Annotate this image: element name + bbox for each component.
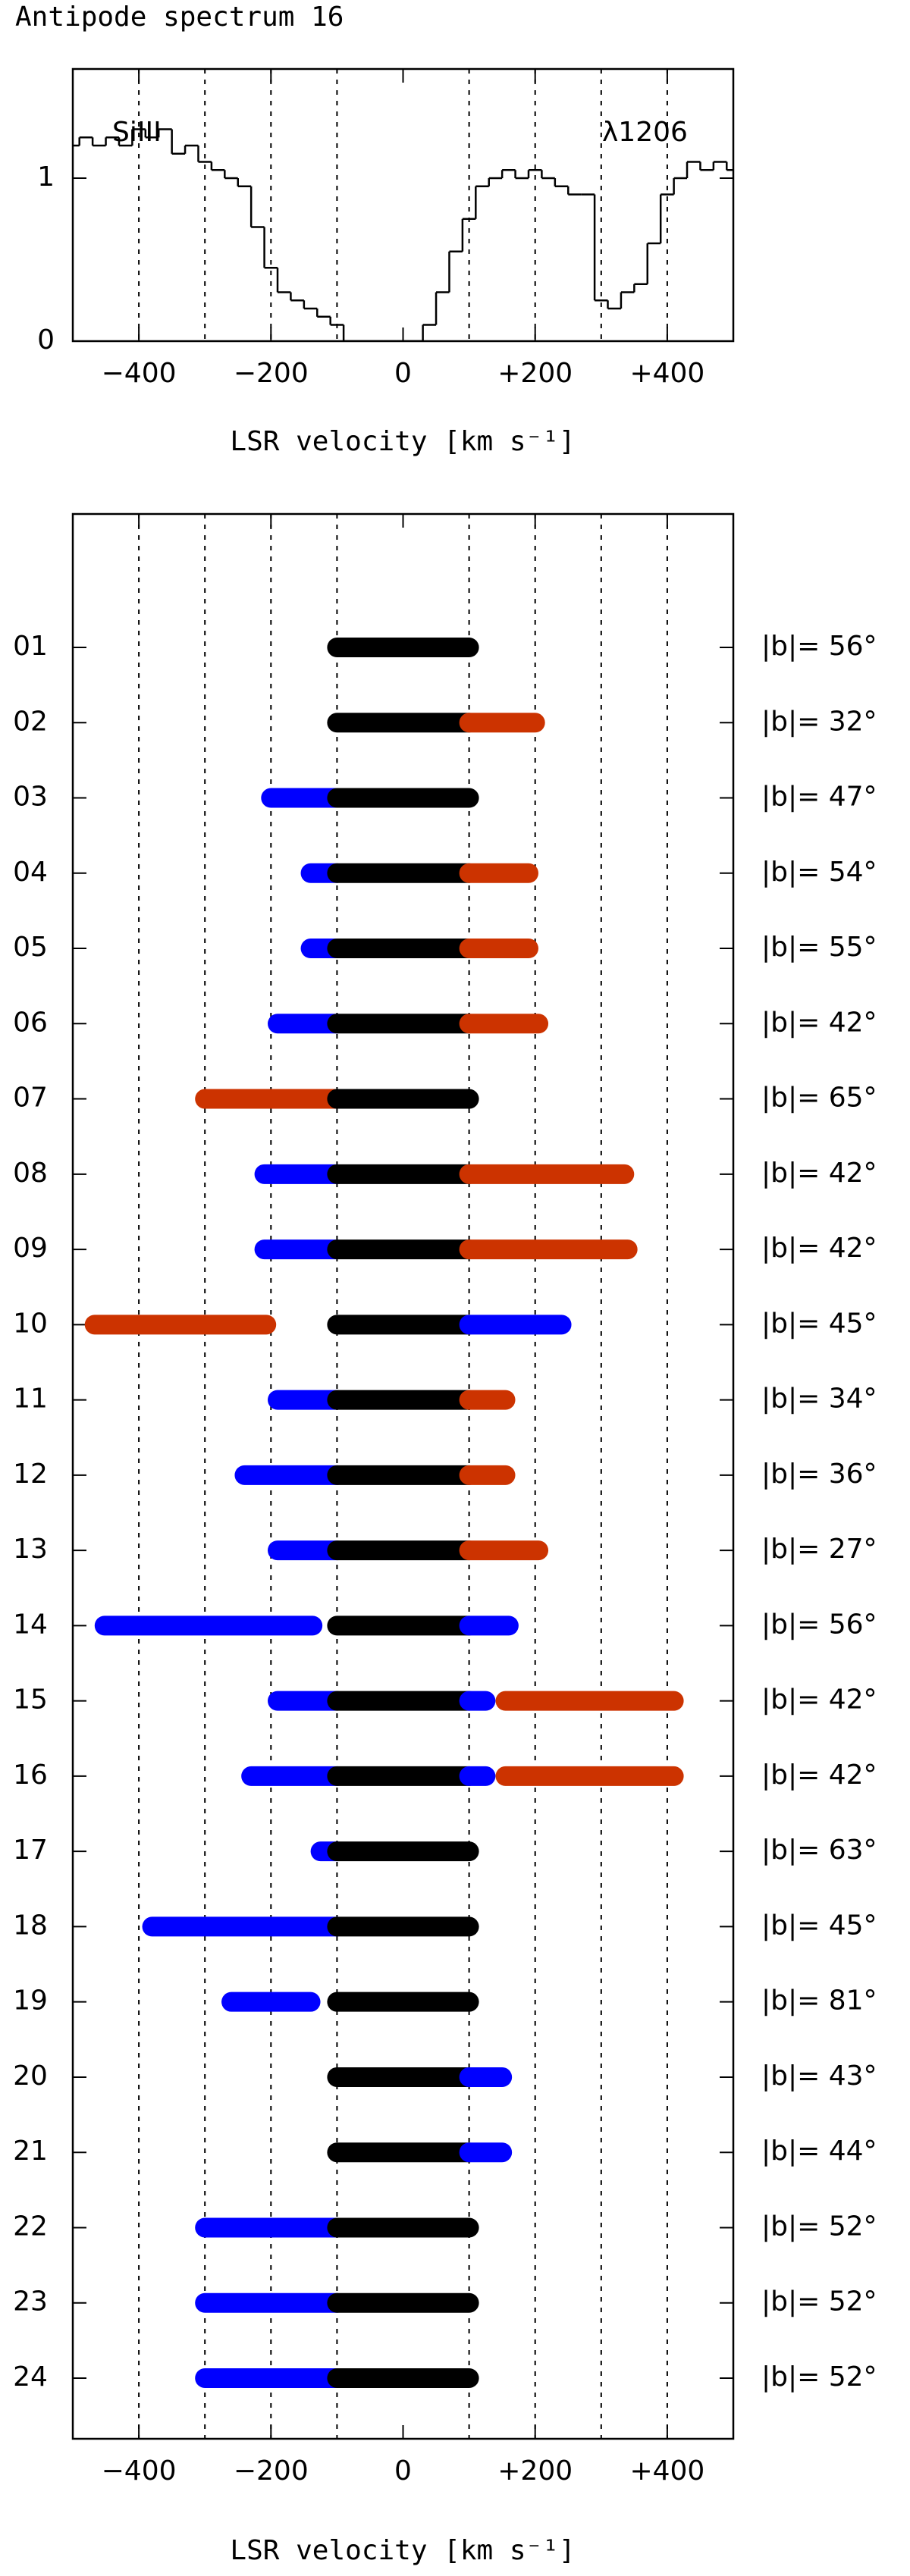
row-latitude: |b|= 52°: [761, 2211, 877, 2242]
y-tick-label: 0: [37, 324, 55, 356]
row-latitude: |b|= 54°: [761, 857, 877, 888]
x-axis-label: LSR velocity [km s⁻¹]: [230, 2535, 575, 2566]
row-latitude: |b|= 63°: [761, 1835, 877, 1866]
row-latitude: |b|= 52°: [761, 2361, 877, 2393]
row-label: 04: [13, 857, 48, 888]
x-tick-label: −200: [234, 358, 309, 389]
row-label: 21: [13, 2136, 48, 2167]
row-label: 18: [13, 1910, 48, 1941]
spectrum: [73, 128, 733, 341]
row-label: 01: [13, 631, 48, 662]
row-latitude: |b|= 43°: [761, 2060, 877, 2092]
row-latitude: |b|= 52°: [761, 2286, 877, 2317]
row-latitude: |b|= 45°: [761, 1308, 877, 1339]
row-latitude: |b|= 42°: [761, 1007, 877, 1038]
annotation: λ1206: [602, 117, 688, 148]
row-latitude: |b|= 27°: [761, 1534, 877, 1565]
row-latitude: |b|= 55°: [761, 932, 877, 963]
row-label: 15: [13, 1684, 48, 1716]
row-latitude: |b|= 81°: [761, 1985, 877, 2017]
x-tick-label: −400: [102, 2455, 177, 2487]
row-label: 14: [13, 1609, 48, 1640]
x-tick-label: −200: [234, 2455, 309, 2487]
plot-frame: [71, 67, 735, 343]
row-label: 08: [13, 1158, 48, 1189]
row-latitude: |b|= 42°: [761, 1158, 877, 1189]
row-label: 10: [13, 1308, 48, 1339]
row-latitude: |b|= 42°: [761, 1684, 877, 1716]
row-label: 11: [13, 1384, 48, 1415]
row-label: 24: [13, 2361, 48, 2393]
row-label: 07: [13, 1083, 48, 1114]
x-axis-label: LSR velocity [km s⁻¹]: [230, 426, 575, 457]
row-label: 20: [13, 2060, 48, 2092]
x-tick-label: 0: [394, 358, 412, 389]
row-latitude: |b|= 45°: [761, 1910, 877, 1941]
row-label: 12: [13, 1459, 48, 1490]
row-label: 22: [13, 2211, 48, 2242]
row-latitude: |b|= 56°: [761, 1609, 877, 1640]
row-label: 19: [13, 1985, 48, 2017]
x-tick-label: −400: [102, 358, 177, 389]
row-label: 06: [13, 1007, 48, 1038]
row-label: 05: [13, 932, 48, 963]
row-latitude: |b|= 42°: [761, 1760, 877, 1791]
plot-frame: [71, 512, 735, 2440]
row-label: 23: [13, 2286, 48, 2317]
row-latitude: |b|= 65°: [761, 1083, 877, 1114]
chart-title: Antipode spectrum 16: [15, 2, 344, 33]
x-tick-label: +200: [497, 2455, 573, 2487]
row-label: 09: [13, 1233, 48, 1264]
row-latitude: |b|= 42°: [761, 1233, 877, 1264]
y-tick-label: 1: [37, 161, 55, 193]
x-tick-label: +400: [629, 358, 704, 389]
row-latitude: |b|= 56°: [761, 631, 877, 662]
row-latitude: |b|= 34°: [761, 1384, 877, 1415]
row-latitude: |b|= 32°: [761, 706, 877, 737]
row-label: 16: [13, 1760, 48, 1791]
row-label: 13: [13, 1534, 48, 1565]
row-latitude: |b|= 36°: [761, 1459, 877, 1490]
row-label: 17: [13, 1835, 48, 1866]
x-tick-label: +200: [497, 358, 573, 389]
row-label: 03: [13, 782, 48, 813]
x-tick-label: +400: [629, 2455, 704, 2487]
row-label: 02: [13, 706, 48, 737]
row-latitude: |b|= 44°: [761, 2136, 877, 2167]
row-latitude: |b|= 47°: [761, 782, 877, 813]
x-tick-label: 0: [394, 2455, 412, 2487]
annotation: SiIII: [112, 117, 162, 148]
